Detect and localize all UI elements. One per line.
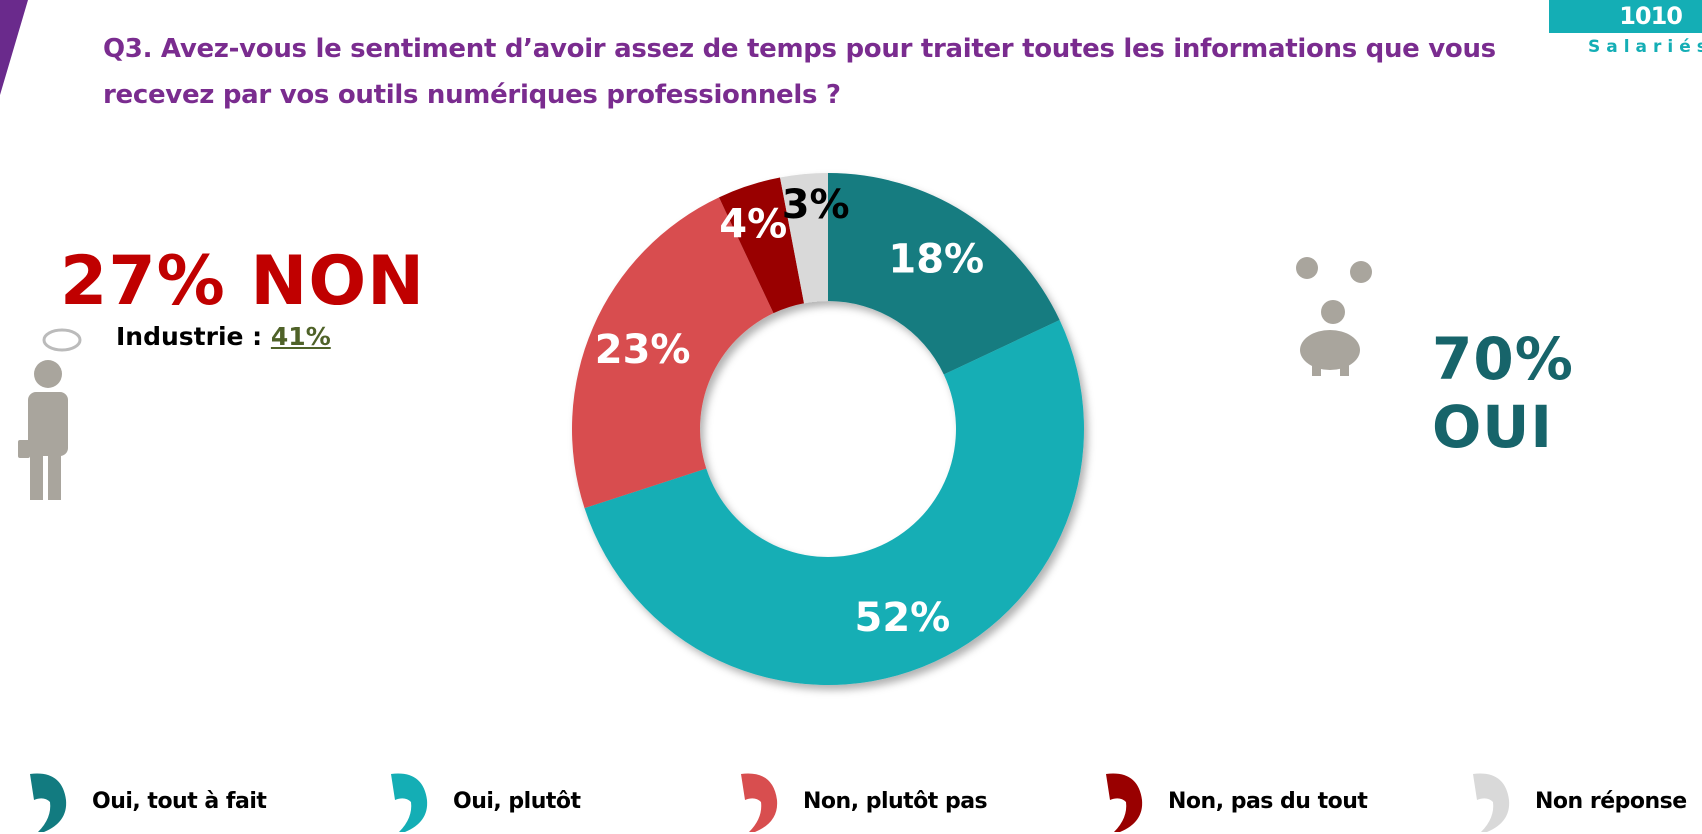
donut-segment-3 xyxy=(571,197,774,509)
sample-size-number: 1010 xyxy=(1619,2,1683,30)
question-title: Q3. Avez-vous le sentiment d’avoir assez… xyxy=(103,34,1496,110)
industrie-value: 41% xyxy=(270,322,331,351)
legend-marker-icon xyxy=(1106,773,1143,832)
data-label-3: 23% xyxy=(595,327,691,373)
donut-segment-4 xyxy=(719,177,805,314)
legend-label: Non, plutôt pas xyxy=(803,788,988,814)
piggy-bank-clock-icon xyxy=(1296,257,1372,376)
donut-segment-1 xyxy=(828,173,1060,375)
legend-label: Non, pas du tout xyxy=(1168,788,1368,814)
industrie-label: Industrie : xyxy=(116,322,263,351)
legend-item: Oui, plutôt xyxy=(383,770,581,832)
sample-size-label: Salariés xyxy=(1588,37,1702,57)
legend-marker-icon xyxy=(30,773,67,832)
legend-marker-icon xyxy=(1473,773,1510,832)
data-label-1: 18% xyxy=(888,236,984,282)
data-label-5: 3% xyxy=(782,182,850,228)
industrie-stat: Industrie : 41% xyxy=(116,322,331,351)
legend-label: Oui, tout à fait xyxy=(92,788,267,814)
legend-marker-icon xyxy=(391,773,428,832)
corner-decoration xyxy=(0,0,28,95)
donut-segment-2 xyxy=(584,320,1084,685)
donut-segment-5 xyxy=(780,173,828,304)
oui-total: 70% OUI xyxy=(1432,325,1574,461)
legend-item: Oui, tout à fait xyxy=(22,770,267,832)
data-label-4: 4% xyxy=(719,202,787,248)
stressed-businessman-icon xyxy=(18,328,82,500)
sample-size-badge: 1010 xyxy=(1549,0,1702,33)
legend-item: Non réponse xyxy=(1465,770,1687,832)
legend-label: Oui, plutôt xyxy=(453,788,581,814)
legend-marker-icon xyxy=(741,773,778,832)
non-total: 27% NON xyxy=(60,242,426,321)
legend-label: Non réponse xyxy=(1535,788,1687,814)
legend-item: Non, pas du tout xyxy=(1098,770,1368,832)
legend-item: Non, plutôt pas xyxy=(733,770,988,832)
data-label-2: 52% xyxy=(854,595,950,641)
